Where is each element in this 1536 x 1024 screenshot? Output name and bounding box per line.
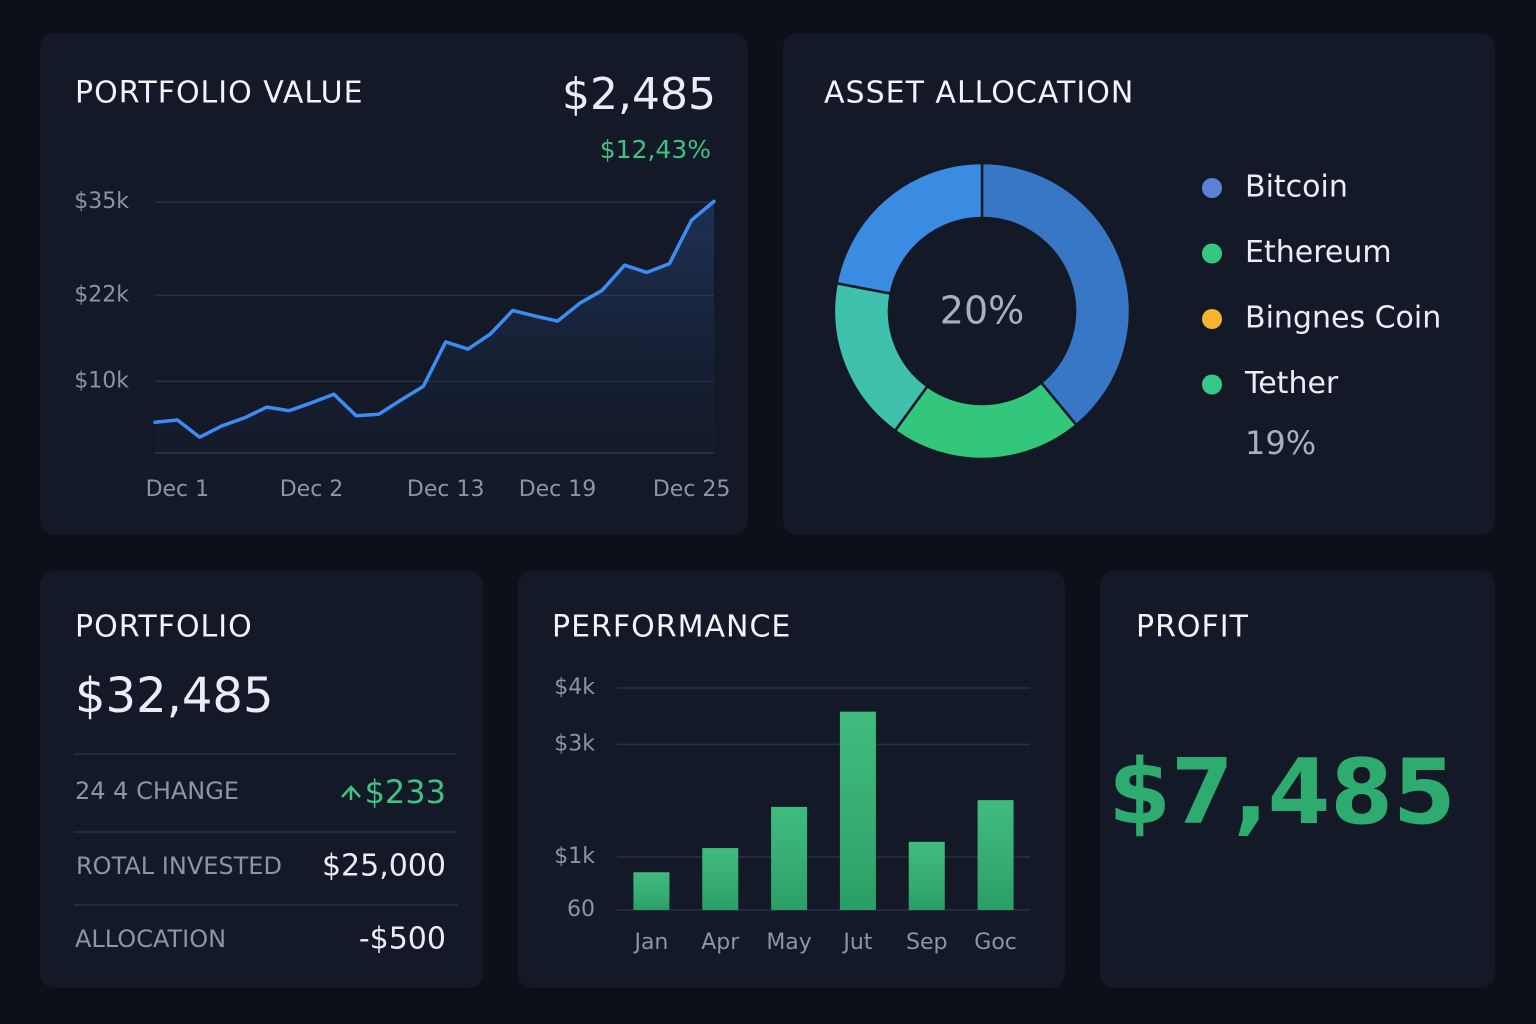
legend-label: Bingnes Coin (1245, 301, 1441, 336)
headline-value: $2,485 (562, 69, 716, 120)
legend-label: Bitcoin (1245, 170, 1348, 205)
legend-label: Tether (1244, 366, 1339, 401)
y-tick-label: $4k (554, 675, 595, 700)
y-tick-label: $22k (74, 282, 129, 307)
x-tick-label: Apr (701, 930, 740, 955)
donut-segment (980, 161, 1132, 427)
bar-shade (839, 711, 876, 910)
x-tick-label: Dec 19 (519, 477, 597, 502)
bar-shade (771, 806, 808, 910)
x-tick-label: Dec 1 (146, 477, 210, 502)
card-title: PERFORMANCE (552, 610, 791, 645)
row-label: ROTAL INVESTED (76, 852, 282, 880)
donut-segment (835, 161, 984, 296)
legend-dot (1202, 243, 1222, 264)
bar-shade (702, 848, 739, 910)
card (1100, 571, 1495, 988)
row-label: 24 4 CHANGE (75, 777, 239, 805)
x-tick-label: May (766, 930, 811, 955)
x-tick-label: Goc (974, 930, 1017, 955)
card-title: ASSET ALLOCATION (824, 76, 1134, 111)
y-tick-label: $1k (554, 844, 595, 869)
annotation: 19% (1245, 424, 1316, 462)
up-arrow-icon (341, 785, 361, 800)
y-tick-label: $10k (74, 368, 129, 393)
bar-shade (908, 841, 945, 910)
y-tick-label: $35k (74, 189, 129, 214)
x-tick-label: Jan (632, 930, 668, 955)
legend-dot (1202, 374, 1222, 395)
profit-value: $7,485 (1108, 740, 1455, 845)
change-value: $12,43% (600, 135, 711, 164)
row-label: ALLOCATION (75, 925, 226, 953)
x-tick-label: Dec 25 (653, 477, 731, 502)
row-value: $25,000 (322, 849, 446, 884)
y-tick-label: $3k (554, 731, 595, 756)
bar-shade (633, 872, 670, 910)
row-value: $233 (365, 773, 446, 811)
card-title: PORTFOLIO VALUE (75, 76, 364, 111)
card (40, 571, 483, 988)
row-value: -$500 (359, 922, 446, 957)
bar-shade (977, 800, 1014, 910)
legend-dot (1202, 178, 1222, 198)
x-tick-label: Jut (841, 930, 872, 955)
y-tick-label: 60 (567, 897, 595, 922)
card-title: PROFIT (1136, 610, 1249, 645)
legend-label: Ethereum (1245, 235, 1392, 270)
x-tick-label: Dec 13 (407, 477, 485, 502)
x-tick-label: Dec 2 (280, 477, 344, 502)
portfolio-value: $32,485 (75, 668, 274, 724)
legend-dot (1202, 309, 1222, 329)
area (155, 201, 714, 453)
x-tick-label: Sep (906, 930, 947, 955)
card-title: PORTFOLIO (75, 610, 253, 645)
line (153, 199, 716, 439)
donut-center-label: 20% (940, 289, 1024, 333)
